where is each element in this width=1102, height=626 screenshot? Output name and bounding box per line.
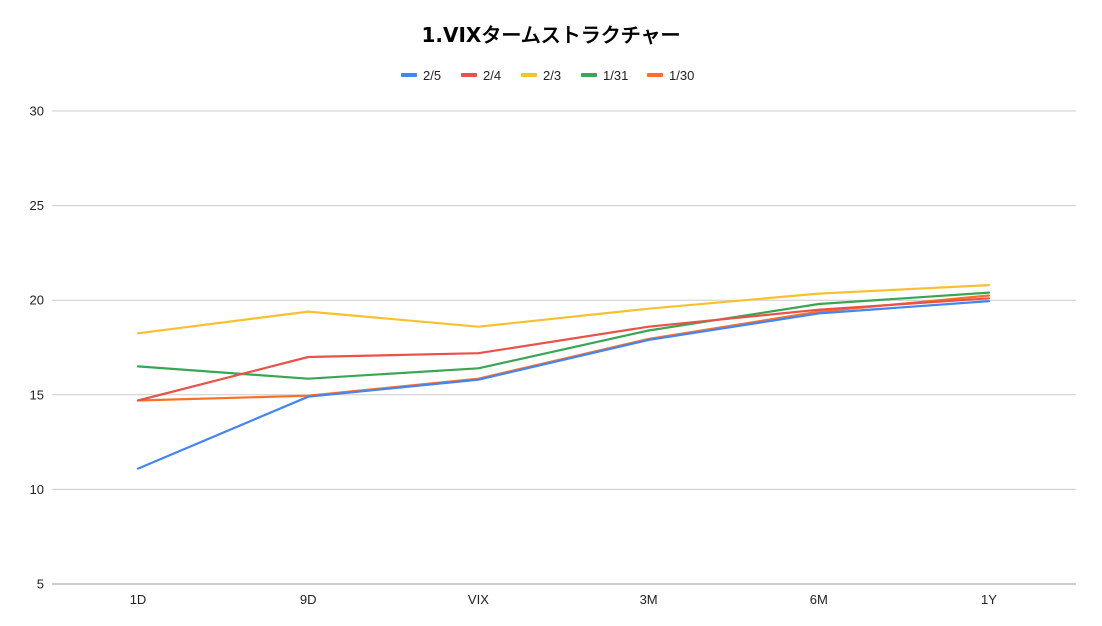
legend-label: 2/5 bbox=[423, 68, 441, 83]
legend-item: 1/30 bbox=[647, 68, 694, 83]
y-axis-ticks: 5 10 15 20 25 30 bbox=[30, 104, 44, 592]
series-line-1-31 bbox=[136, 291, 991, 380]
legend-item: 2/5 bbox=[401, 68, 441, 83]
y-tick-label: 25 bbox=[30, 198, 44, 213]
series-line-2-5 bbox=[136, 300, 991, 470]
x-tick-label: 3M bbox=[640, 592, 658, 607]
legend-item: 2/3 bbox=[521, 68, 561, 83]
y-tick-label: 5 bbox=[37, 577, 44, 592]
x-tick-label: 6M bbox=[810, 592, 828, 607]
series-line-2-3 bbox=[136, 284, 991, 335]
x-axis-ticks: 1D 9D VIX 3M 6M 1Y bbox=[130, 592, 998, 607]
y-tick-label: 20 bbox=[30, 293, 44, 308]
x-tick-label: 1D bbox=[130, 592, 147, 607]
legend-label: 2/3 bbox=[543, 68, 561, 83]
legend-item: 2/4 bbox=[461, 68, 501, 83]
legend-item: 1/31 bbox=[581, 68, 628, 83]
legend-swatch bbox=[461, 73, 477, 77]
y-tick-label: 10 bbox=[30, 482, 44, 497]
legend-swatch bbox=[647, 73, 663, 77]
series-line-2-4 bbox=[136, 297, 991, 402]
legend-label: 2/4 bbox=[483, 68, 501, 83]
legend-swatch bbox=[401, 73, 417, 77]
legend: 2/5 2/4 2/3 1/31 1/30 bbox=[401, 68, 694, 83]
gridlines bbox=[52, 110, 1076, 585]
series-lines bbox=[136, 284, 991, 470]
y-tick-label: 30 bbox=[30, 104, 44, 119]
legend-swatch bbox=[521, 73, 537, 77]
x-tick-label: 1Y bbox=[981, 592, 997, 607]
legend-swatch bbox=[581, 73, 597, 77]
legend-label: 1/31 bbox=[603, 68, 628, 83]
legend-label: 1/30 bbox=[669, 68, 694, 83]
x-tick-label: 9D bbox=[300, 592, 317, 607]
y-tick-label: 15 bbox=[30, 387, 44, 402]
x-tick-label: VIX bbox=[468, 592, 489, 607]
chart-title: 1.VIXタームストラクチャー bbox=[421, 23, 680, 47]
